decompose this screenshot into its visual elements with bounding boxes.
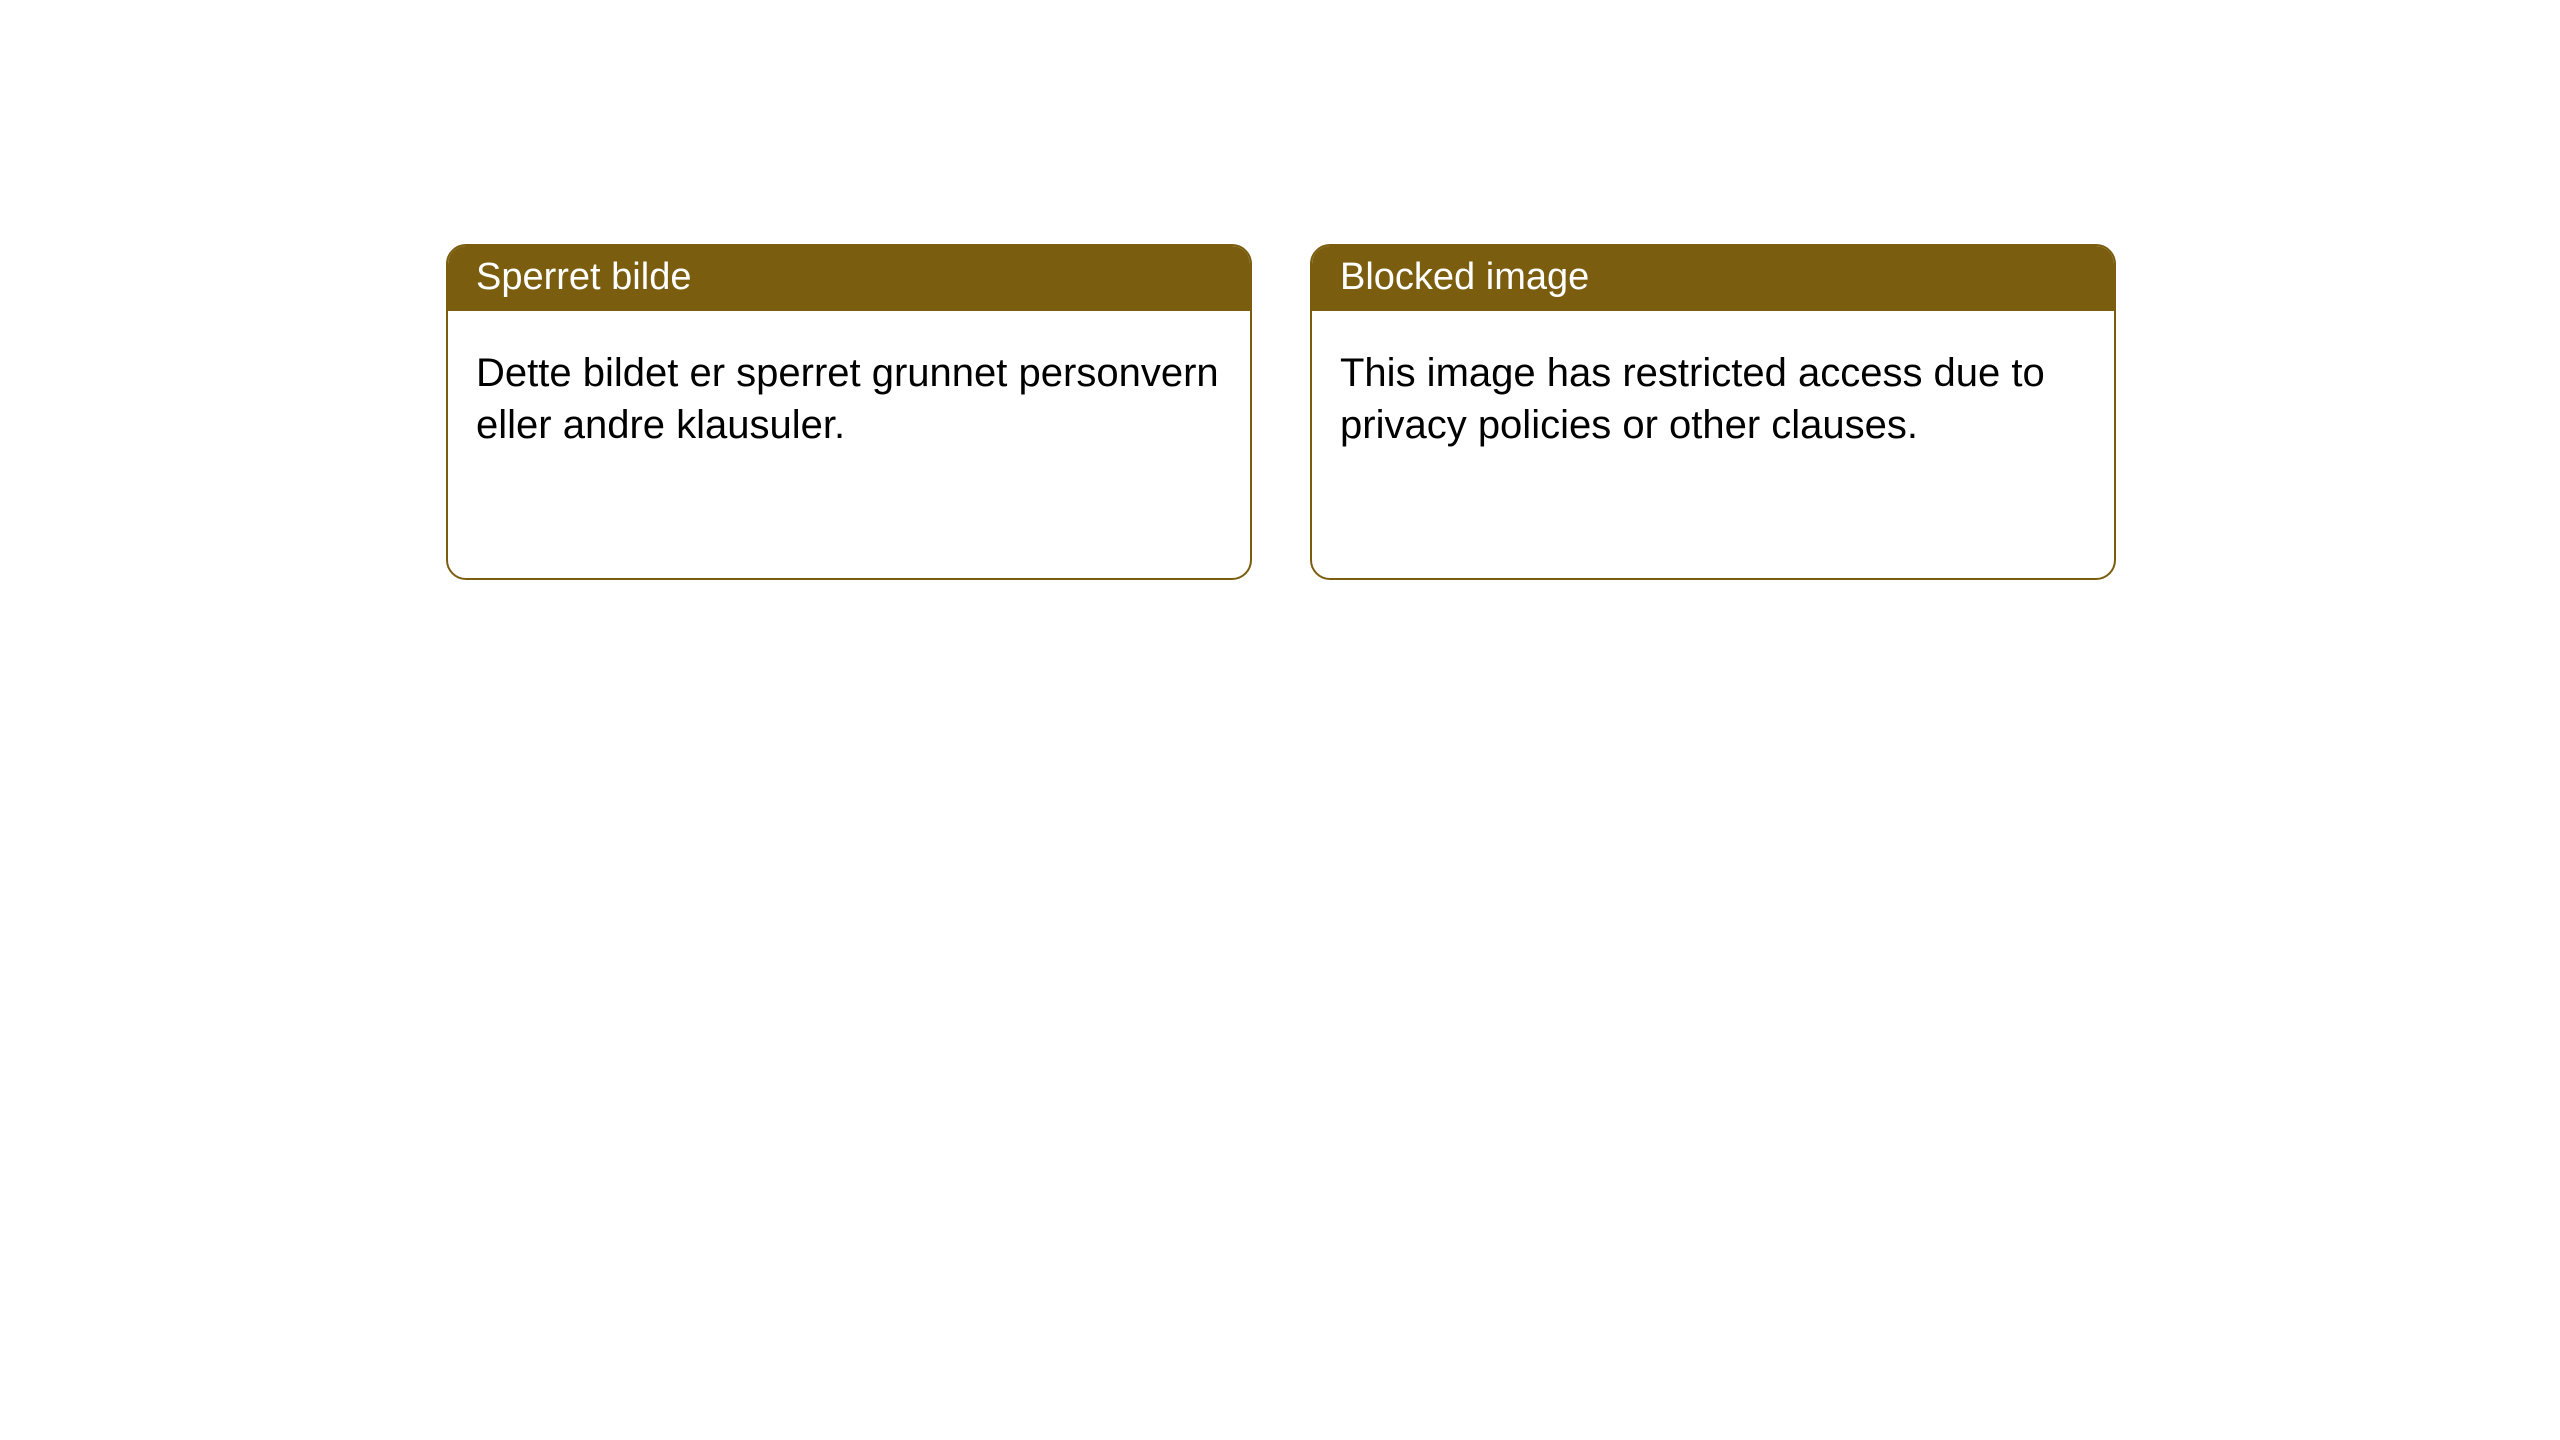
notice-body: This image has restricted access due to … bbox=[1312, 311, 2114, 479]
notice-card-norwegian: Sperret bilde Dette bildet er sperret gr… bbox=[446, 244, 1252, 580]
notice-card-english: Blocked image This image has restricted … bbox=[1310, 244, 2116, 580]
notice-header: Sperret bilde bbox=[448, 246, 1250, 311]
notice-body: Dette bildet er sperret grunnet personve… bbox=[448, 311, 1250, 479]
notice-header: Blocked image bbox=[1312, 246, 2114, 311]
notice-container: Sperret bilde Dette bildet er sperret gr… bbox=[0, 0, 2560, 580]
